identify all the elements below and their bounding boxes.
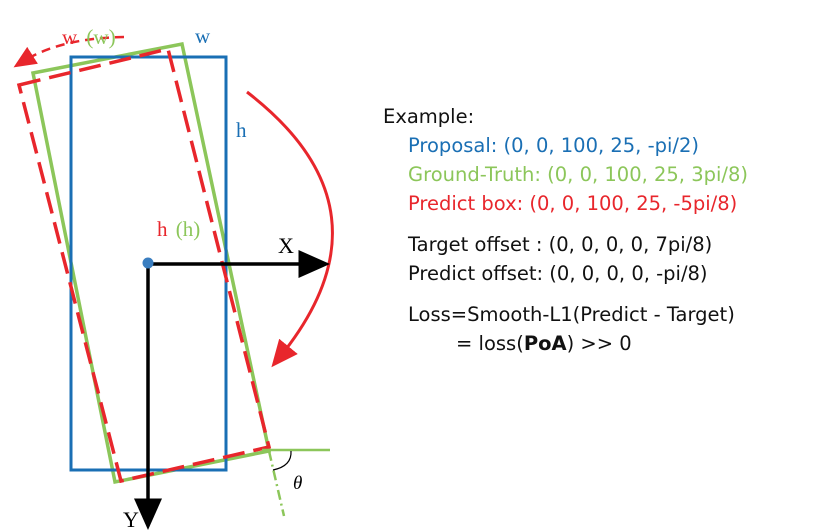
example-panel: Example: Proposal: (0, 0, 100, 25, -pi/2… (383, 102, 813, 358)
loss-value-line: = loss(PoA) >> 0 (383, 329, 813, 358)
top-rotation-arrow (13, 35, 125, 68)
ground-truth-line: Ground-Truth: (0, 0, 100, 25, 3pi/8) (408, 163, 748, 186)
label-h-green: (h) (176, 217, 201, 241)
rotation-arrow (246, 90, 334, 368)
angle-extension-line (267, 450, 286, 517)
example-heading: Example: (383, 105, 475, 128)
loss-suffix: ) >> 0 (566, 332, 632, 355)
label-h-blue: h (236, 118, 247, 142)
axis-x-label: X (278, 233, 294, 258)
origin-point (142, 257, 154, 269)
proposal-line: Proposal: (0, 0, 100, 25, -pi/2) (408, 134, 699, 157)
loss-prefix: = loss( (456, 332, 524, 355)
predict-offset-line: Predict offset: (0, 0, 0, 0, -pi/8) (408, 262, 708, 285)
svg-text:w (w): w (w) (62, 25, 116, 49)
predict-box (16, 46, 272, 484)
label-h-red: h (157, 217, 168, 241)
axis-y-label: Y (123, 507, 139, 532)
svg-text:h (h): h (h) (157, 217, 200, 241)
angle-theta-label: θ (293, 473, 302, 494)
target-offset-line: Target offset : (0, 0, 0, 0, 7pi/8) (408, 233, 713, 256)
predict-box-line: Predict box: (0, 0, 100, 25, -5pi/8) (408, 192, 738, 215)
label-w-green: (w) (86, 25, 115, 49)
label-w-blue: w (195, 24, 211, 48)
loss-line: Loss=Smooth-L1(Predict - Target) (408, 303, 735, 326)
angle-arc (272, 450, 292, 471)
label-w-red: w (62, 25, 78, 49)
loss-poa: PoA (523, 332, 567, 355)
